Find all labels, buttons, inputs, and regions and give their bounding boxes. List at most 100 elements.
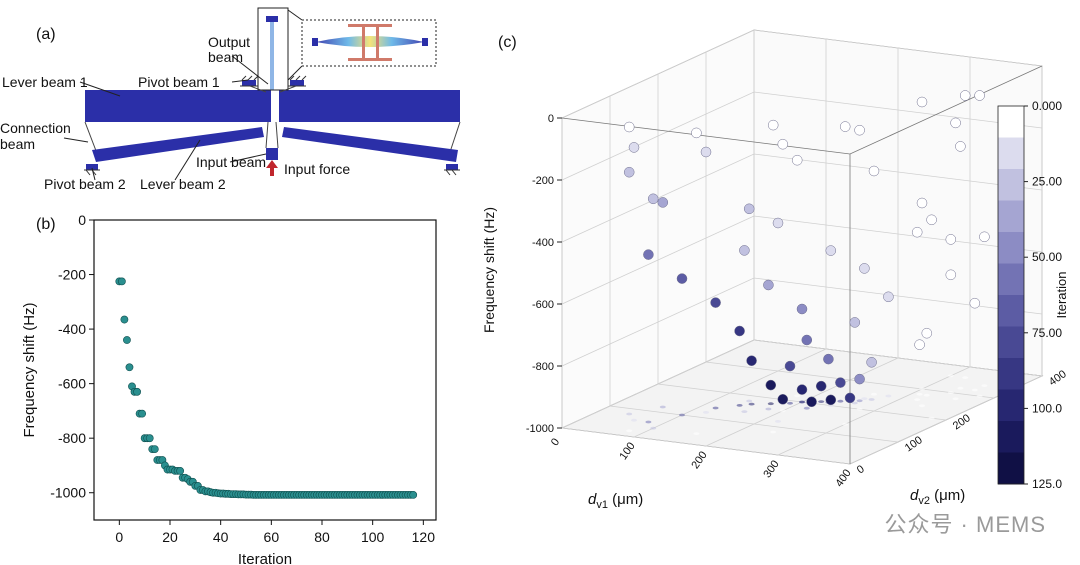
z-tick-label: -800 — [532, 361, 554, 373]
floor-projection — [871, 392, 877, 396]
colorbar-segment — [998, 358, 1024, 390]
x-tick-label: 0 — [115, 529, 123, 545]
watermark-text: 公众号 · MEMS — [884, 512, 1046, 537]
colorbar-tick-label: 125.0 — [1032, 477, 1062, 491]
y-axis-label-unit: (μm) — [930, 487, 965, 504]
data-point — [710, 297, 721, 308]
colorbar-segment — [998, 200, 1024, 233]
data-point — [120, 315, 129, 324]
data-point — [969, 297, 981, 309]
floor-projection — [693, 432, 700, 435]
data-point — [643, 249, 654, 260]
x-tick-label: 300 — [761, 458, 781, 480]
floor-projection — [856, 407, 863, 411]
y-tick-label: -400 — [58, 321, 86, 337]
floor-projection — [626, 429, 633, 433]
floor-projection — [631, 418, 637, 422]
data-point — [854, 373, 865, 385]
data-point — [657, 197, 669, 208]
colorbar-tick-label: 75.00 — [1032, 326, 1062, 340]
y-tick-label: -600 — [58, 376, 86, 392]
x-axis-label-unit: (μm) — [608, 491, 643, 508]
z-tick-label: -200 — [532, 175, 554, 187]
data-point — [176, 467, 185, 475]
data-point — [138, 409, 147, 418]
floor-projection — [947, 374, 954, 378]
colorbar-tick-label: 50.00 — [1032, 250, 1062, 264]
data-point — [628, 142, 640, 153]
lever-beam-2-right — [282, 127, 458, 162]
data-point — [117, 277, 126, 286]
y-axis-label: dv2 (μm) — [910, 487, 965, 507]
zoom-inset — [301, 19, 437, 67]
data-point — [791, 154, 803, 166]
pivot-anchor-1-left — [240, 75, 259, 87]
mechanism-diagram — [63, 7, 461, 181]
colorbar-frame — [997, 105, 1025, 485]
floor-projection — [952, 397, 959, 401]
data-point — [772, 217, 784, 229]
floor-projection — [837, 399, 844, 403]
data-point — [746, 355, 757, 366]
floor-projection — [914, 398, 921, 401]
data-point — [974, 90, 985, 101]
y-tick-label: 0 — [78, 212, 86, 228]
floor-projection — [976, 394, 983, 398]
data-point — [796, 303, 808, 315]
data-point — [825, 394, 837, 406]
x-tick-label: 100 — [617, 440, 637, 462]
data-point — [743, 203, 755, 215]
colorbar-segment — [998, 452, 1024, 485]
data-point — [866, 357, 877, 368]
floor-projection — [856, 399, 863, 403]
floor-projection — [818, 400, 825, 403]
x-tick-label: 80 — [314, 529, 330, 545]
label-input-force: Input force — [284, 161, 351, 177]
floor-projection — [827, 404, 834, 407]
data-point — [916, 197, 928, 209]
data-point — [859, 263, 870, 274]
floor-projection — [787, 401, 793, 405]
y-axis-label-main: d — [910, 487, 919, 504]
colorbar-segment — [998, 169, 1024, 201]
data-point — [945, 269, 957, 281]
colorbar-tick-label: 100.0 — [1032, 401, 1062, 415]
x-axis-label: dv1 (μm) — [588, 491, 643, 511]
plot-3d-box — [560, 29, 1044, 465]
output-beam — [270, 22, 274, 90]
label-pivot-beam-1: Pivot beam 1 — [138, 74, 220, 90]
data-point — [765, 379, 777, 391]
label-pivot-beam-2: Pivot beam 2 — [44, 176, 126, 192]
data-point — [784, 360, 796, 372]
floor-projection — [971, 388, 978, 392]
data-point — [883, 291, 894, 303]
data-point — [955, 141, 966, 152]
x-tick-label: 400 — [833, 467, 853, 489]
data-point — [839, 121, 851, 132]
floor-projection — [748, 402, 755, 406]
floor-projection — [746, 399, 753, 403]
data-point — [145, 434, 154, 443]
colorbar-title: Iteration — [1054, 272, 1069, 319]
data-point — [739, 245, 750, 256]
z-tick-label: -400 — [532, 237, 554, 249]
x-tick-label: 100 — [361, 529, 385, 545]
floor-projection — [885, 394, 892, 398]
floor-projection — [928, 416, 935, 420]
data-point — [647, 193, 659, 205]
input-force-arrow — [266, 160, 278, 176]
floor-projection — [626, 412, 633, 416]
floor-projection — [650, 426, 657, 430]
floor-projection — [861, 397, 868, 400]
y-tick-label: -200 — [58, 267, 86, 283]
floor-projection — [703, 411, 709, 414]
floor-projection — [842, 422, 849, 426]
lever-beam-1-right — [279, 90, 460, 122]
data-point — [926, 214, 937, 226]
pivot-anchor-1-right — [288, 75, 307, 87]
data-point — [133, 387, 141, 396]
floor-projection — [741, 410, 748, 413]
floor-projection — [770, 430, 777, 434]
data-point — [767, 119, 779, 131]
y-axis-label: Frequency shift (Hz) — [21, 302, 38, 437]
